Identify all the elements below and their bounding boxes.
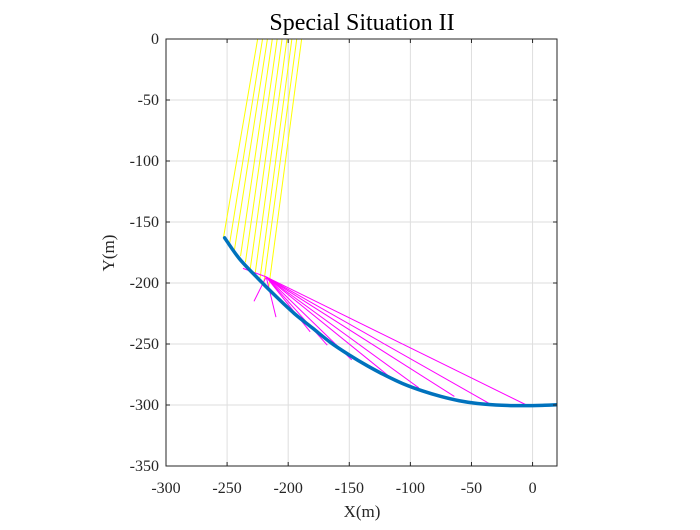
incoming-line	[244, 39, 278, 263]
y-tick-label: -300	[130, 397, 159, 414]
grid	[165, 38, 557, 467]
x-tick-label: -200	[274, 480, 303, 497]
y-axis-label: Y(m)	[99, 235, 118, 272]
reflected-line	[253, 276, 267, 302]
y-tick-label: -50	[138, 92, 159, 109]
incoming-line	[240, 39, 273, 257]
reflected-line	[265, 276, 389, 377]
incoming-line	[229, 39, 264, 245]
y-tick-label: -100	[130, 153, 159, 170]
y-tick-label: 0	[151, 31, 159, 48]
incoming-line	[254, 39, 288, 274]
x-axis-label: X(m)	[344, 502, 381, 521]
x-tick-label: -300	[151, 480, 180, 497]
plot-area	[222, 39, 557, 408]
y-tick-label: -250	[130, 336, 159, 353]
x-tick-label: 0	[529, 480, 537, 497]
trajectory-line	[222, 236, 557, 408]
y-tick-label: -200	[130, 275, 159, 292]
reflected-line	[265, 276, 527, 406]
incoming-line	[263, 39, 298, 284]
chart-title: Special Situation II	[269, 10, 454, 36]
incoming-line	[233, 39, 268, 251]
x-tick-label: -50	[461, 480, 482, 497]
reflected-line	[265, 276, 328, 346]
x-tick-label: -250	[212, 480, 241, 497]
y-tick-label: -350	[130, 458, 159, 475]
reflected-line	[265, 276, 491, 405]
incoming-line	[249, 39, 283, 269]
reflected-line	[265, 276, 420, 389]
incoming-line	[259, 39, 293, 279]
y-tick-label: -150	[130, 214, 159, 231]
incoming-line	[268, 39, 303, 288]
x-tick-label: -100	[396, 480, 425, 497]
incoming-line	[222, 39, 259, 238]
axes: -300 -250 -200 -150 -100 -50 0 0 -50 -100 -150 -200…	[130, 31, 558, 497]
x-tick-label: -150	[335, 480, 364, 497]
axes-box	[165, 38, 558, 467]
reflected-line	[265, 276, 277, 318]
reflected-line	[265, 276, 455, 397]
